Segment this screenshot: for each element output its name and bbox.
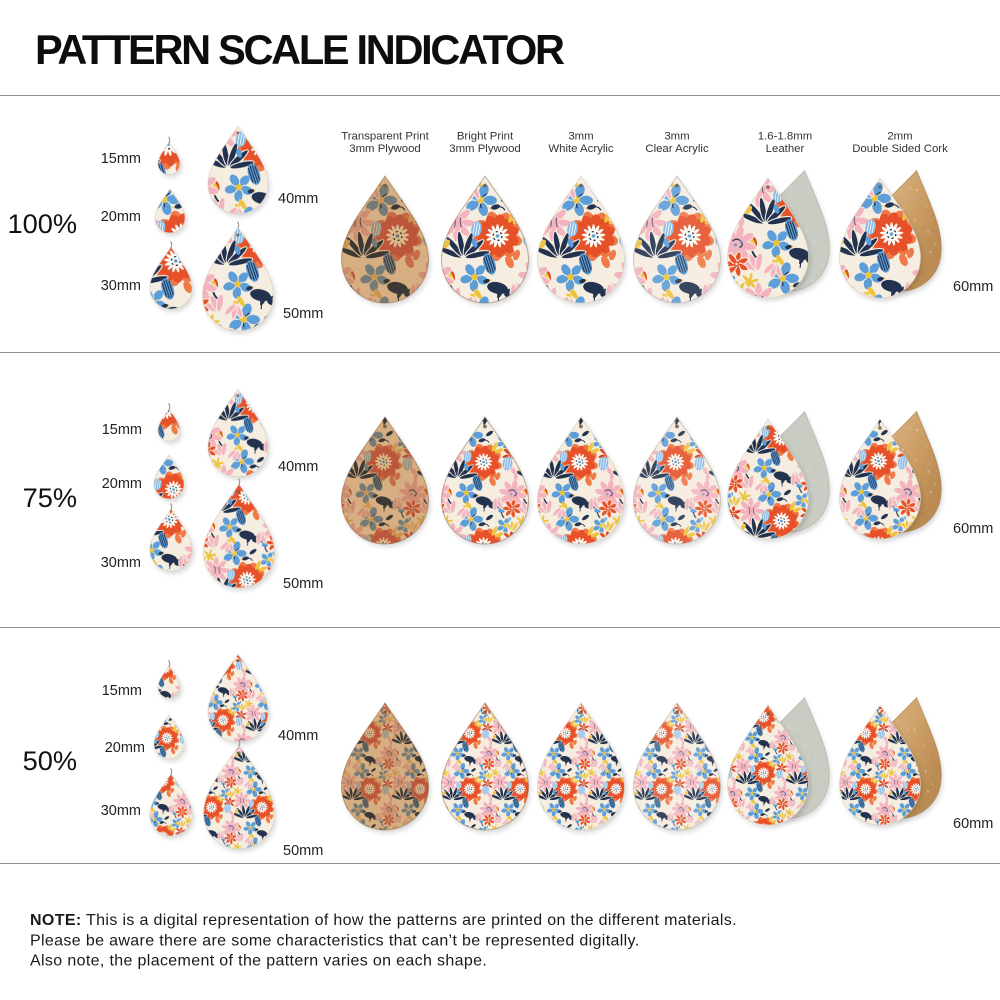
- svg-text:3mm: 3mm: [664, 131, 689, 143]
- svg-text:60mm: 60mm: [953, 816, 993, 832]
- svg-text:50mm: 50mm: [283, 576, 323, 592]
- svg-text:Leather: Leather: [766, 143, 805, 155]
- svg-text:Also note, the placement of th: Also note, the placement of the pattern …: [30, 953, 487, 970]
- svg-text:30mm: 30mm: [101, 555, 141, 571]
- svg-text:3mm: 3mm: [568, 131, 593, 143]
- svg-text:1.6-1.8mm: 1.6-1.8mm: [758, 131, 812, 143]
- svg-text:40mm: 40mm: [278, 191, 318, 207]
- svg-text:20mm: 20mm: [105, 740, 145, 756]
- svg-text:15mm: 15mm: [102, 422, 142, 438]
- svg-text:15mm: 15mm: [101, 151, 141, 167]
- svg-text:Clear Acrylic: Clear Acrylic: [645, 143, 709, 155]
- svg-text:3mm Plywood: 3mm Plywood: [449, 143, 521, 155]
- svg-text:Transparent Print: Transparent Print: [341, 131, 429, 143]
- svg-text:Double Sided Cork: Double Sided Cork: [852, 143, 948, 155]
- svg-text:50%: 50%: [23, 745, 77, 776]
- svg-text:20mm: 20mm: [102, 476, 142, 492]
- svg-text:15mm: 15mm: [102, 683, 142, 699]
- svg-text:40mm: 40mm: [278, 728, 318, 744]
- svg-text:Bright Print: Bright Print: [457, 131, 514, 143]
- svg-text:3mm Plywood: 3mm Plywood: [349, 143, 421, 155]
- svg-text:30mm: 30mm: [101, 803, 141, 819]
- svg-text:PATTERN SCALE INDICATOR: PATTERN SCALE INDICATOR: [35, 26, 565, 73]
- svg-text:Please be aware there are some: Please be aware there are some character…: [30, 933, 640, 950]
- svg-text:50mm: 50mm: [283, 843, 323, 859]
- svg-text:2mm: 2mm: [887, 131, 912, 143]
- svg-text:50mm: 50mm: [283, 306, 323, 322]
- svg-text:60mm: 60mm: [953, 521, 993, 537]
- svg-text:40mm: 40mm: [278, 459, 318, 475]
- svg-text:60mm: 60mm: [953, 279, 993, 295]
- svg-text:30mm: 30mm: [101, 278, 141, 294]
- svg-text:100%: 100%: [7, 208, 77, 239]
- svg-text:75%: 75%: [23, 482, 77, 513]
- svg-text:White Acrylic: White Acrylic: [548, 143, 613, 155]
- svg-text:NOTE: This is a digital repres: NOTE: This is a digital representation o…: [30, 912, 737, 929]
- svg-text:20mm: 20mm: [101, 209, 141, 225]
